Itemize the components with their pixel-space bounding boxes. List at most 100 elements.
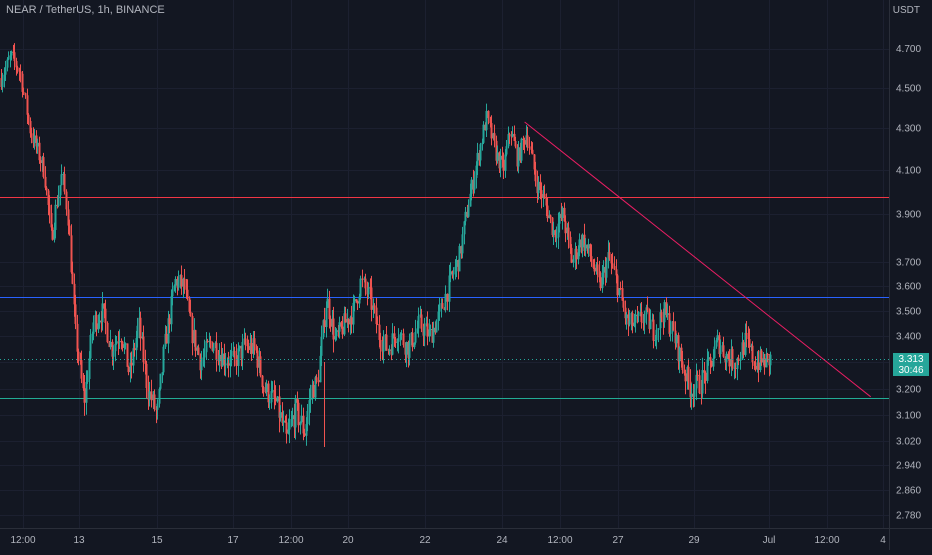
candle-body — [649, 320, 652, 330]
candle-body — [335, 330, 338, 337]
candle-body — [765, 353, 768, 368]
candle-body — [605, 261, 608, 278]
candle-body — [296, 398, 299, 403]
price-tick-label: 3.400 — [896, 332, 921, 343]
candle-body — [737, 358, 740, 361]
candle-body — [514, 141, 517, 147]
candle-body — [476, 152, 479, 166]
candle-body — [716, 335, 719, 341]
candle-body — [760, 350, 763, 363]
candle-body — [388, 349, 391, 351]
candle-body — [332, 318, 335, 340]
candle-body — [197, 347, 200, 355]
candle-body — [183, 278, 186, 289]
candle-body — [504, 154, 507, 171]
candle-body — [610, 258, 613, 264]
trendline — [524, 121, 872, 398]
candle-body — [334, 336, 337, 340]
candle-body — [173, 285, 176, 291]
candle-body — [189, 311, 192, 317]
candle-body — [174, 278, 177, 286]
candle-body — [278, 396, 281, 418]
candle-body — [83, 388, 86, 403]
currency-label: USDT — [892, 5, 920, 16]
candle-body — [757, 362, 760, 370]
candle-body — [343, 313, 346, 335]
candle-body — [24, 93, 27, 96]
candle-body — [10, 51, 13, 56]
candle-body — [323, 320, 326, 328]
candle-body — [82, 378, 85, 389]
candle-body — [180, 275, 183, 287]
candle-body — [640, 312, 643, 323]
candle-body — [218, 354, 221, 362]
price-tick-label: 3.700 — [896, 258, 921, 269]
candle-body — [633, 322, 636, 327]
candle-body — [751, 345, 754, 363]
candle-body — [615, 269, 618, 276]
candle-body — [133, 348, 136, 351]
candle-body — [47, 190, 50, 206]
candle-body — [599, 277, 602, 289]
candle-body — [48, 205, 51, 213]
candle-body — [564, 221, 567, 234]
candle-body — [221, 353, 224, 367]
time-tick-label: 12:00 — [10, 535, 35, 546]
time-tick-label: 29 — [688, 535, 700, 546]
candle-body — [124, 343, 127, 345]
time-tick-label: 20 — [342, 535, 354, 546]
candle-body — [356, 301, 359, 304]
candle-body — [507, 134, 510, 147]
candle-body — [577, 252, 580, 260]
candle-body — [194, 330, 197, 351]
candle-body — [540, 190, 543, 199]
candle-body — [601, 272, 604, 289]
candle-body — [156, 403, 159, 410]
price-axis[interactable]: 4.700 4.500 4.300 4.100 3.900 3.700 3.600 3.500… — [896, 44, 921, 522]
candle-body — [297, 402, 300, 426]
candle-body — [690, 393, 693, 398]
candle-body — [578, 239, 581, 253]
candle-body — [126, 343, 129, 367]
candle-body — [279, 412, 282, 418]
candle-body — [489, 118, 492, 124]
candle-body — [121, 341, 124, 348]
candle-body — [718, 335, 721, 355]
candle-body — [139, 317, 142, 339]
candle-body — [441, 303, 444, 309]
candle-body — [18, 70, 21, 72]
candle-body — [129, 362, 132, 373]
candle-body — [376, 324, 379, 326]
candle-body — [7, 58, 10, 60]
symbol-title[interactable]: NEAR / TetherUS, 1h, BINANCE — [6, 4, 165, 16]
candle-body — [54, 204, 57, 230]
candle-body — [68, 225, 71, 236]
candle-body — [583, 234, 586, 252]
candle-body — [224, 364, 227, 366]
candle-body — [423, 326, 426, 336]
candle-body — [719, 348, 722, 355]
candle-body — [473, 177, 476, 190]
candle-body — [92, 322, 95, 334]
candle-body — [161, 372, 164, 374]
time-axis[interactable]: 12:00 13 15 17 12:00 20 22 24 12:00 27 29 Jul 12:00 4 — [10, 535, 886, 546]
candle-body — [170, 296, 173, 325]
candle-body — [695, 374, 698, 389]
candle-body — [338, 322, 341, 332]
candle-body — [70, 235, 73, 273]
candle-body — [625, 314, 628, 319]
candle-body — [526, 135, 529, 147]
candle-body — [261, 375, 264, 388]
candle-body — [684, 373, 687, 382]
candle-body — [44, 176, 47, 188]
candles — [0, 43, 772, 447]
candle-body — [268, 402, 271, 404]
candle-body — [188, 298, 191, 312]
candle-body — [487, 110, 490, 119]
candle-body — [191, 316, 194, 344]
candle-body — [731, 349, 734, 369]
candle-body — [736, 358, 739, 369]
candle-body — [451, 271, 454, 275]
